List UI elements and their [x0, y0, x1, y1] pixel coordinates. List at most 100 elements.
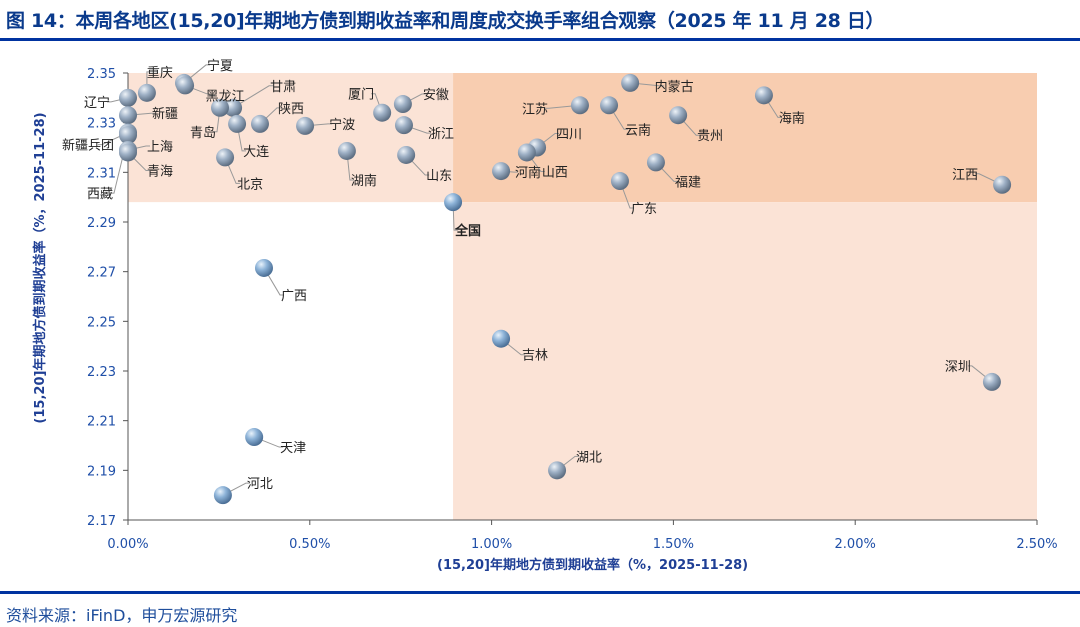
- point-label: 内蒙古: [655, 79, 694, 95]
- leader-line: [236, 123, 247, 152]
- point-label: 厦门: [348, 88, 374, 103]
- data-point: [210, 98, 229, 117]
- data-point: [337, 141, 356, 160]
- data-point: [245, 428, 264, 447]
- point-label: 甘肃: [270, 80, 296, 95]
- point-label: 福建: [675, 175, 701, 190]
- y-tick-label: 2.19: [87, 464, 116, 479]
- point-label: 全国: [454, 223, 481, 239]
- data-point: [213, 486, 232, 505]
- data-point: [754, 86, 773, 105]
- point-label: 西藏: [87, 187, 113, 202]
- data-point: [621, 73, 640, 92]
- y-tick-label: 2.27: [87, 266, 116, 281]
- x-tick-label: 2.50%: [1016, 537, 1057, 552]
- data-point: [669, 106, 688, 125]
- data-point: [394, 116, 413, 135]
- x-tick-label: 0.50%: [289, 537, 330, 552]
- point-label: 浙江: [428, 127, 454, 142]
- leader-line: [544, 104, 581, 109]
- y-tick-label: 2.17: [87, 514, 116, 529]
- data-point: [570, 96, 589, 115]
- y-axis-label: (15,20]年期地方债到期收益率（%，2025-11-28): [32, 112, 48, 423]
- leader-line: [452, 202, 459, 231]
- point-label: 江苏: [522, 101, 548, 117]
- point-label: 贵州: [697, 129, 723, 144]
- data-point: [119, 106, 137, 125]
- x-axis-label: (15,20]年期地方债到期收益率（%，2025-11-28): [437, 557, 748, 573]
- leader-line: [263, 267, 284, 296]
- data-point: [393, 95, 412, 114]
- leader-line: [232, 85, 274, 109]
- point-label: 山西: [542, 165, 568, 180]
- data-point: [216, 148, 235, 167]
- point-label: 湖北: [576, 450, 602, 465]
- x-tick-label: 0.00%: [107, 537, 148, 552]
- data-point: [646, 153, 665, 172]
- y-tick-label: 2.31: [87, 166, 116, 181]
- point-label: 山东: [426, 169, 452, 184]
- data-point: [444, 193, 463, 212]
- leader-line: [184, 84, 216, 96]
- point-label: 深圳: [945, 360, 971, 375]
- data-point: [492, 162, 511, 181]
- point-label: 吉林: [522, 349, 548, 364]
- leader-line: [630, 82, 665, 87]
- point-label: 广西: [281, 289, 307, 304]
- y-tick-label: 2.29: [87, 216, 116, 231]
- quadrant-top-left: [128, 73, 454, 203]
- y-tick-label: 2.35: [87, 67, 116, 82]
- data-point: [250, 114, 269, 133]
- point-label: 青海: [147, 164, 173, 179]
- data-point: [982, 372, 1001, 391]
- data-point: [119, 126, 137, 145]
- figure-title: 图 14：本周各地区(15,20]年期地方债到期收益率和周度成交换手率组合观察（…: [6, 10, 885, 32]
- y-tick-label: 2.21: [87, 415, 116, 430]
- top-divider: [0, 38, 1080, 41]
- data-point: [600, 96, 619, 115]
- y-tick-label: 2.33: [87, 117, 116, 132]
- point-label: 北京: [237, 177, 263, 192]
- leader-line: [224, 157, 241, 184]
- point-label: 大连: [243, 144, 269, 160]
- data-point: [517, 143, 536, 162]
- point-label: 广东: [631, 202, 657, 217]
- point-label: 四川: [556, 128, 582, 143]
- data-point: [224, 98, 243, 117]
- data-point: [373, 103, 392, 122]
- x-tick-label: 1.00%: [471, 537, 512, 552]
- point-label: 辽宁: [84, 95, 110, 111]
- point-label: 河南: [515, 165, 541, 181]
- data-point: [137, 83, 156, 102]
- y-tick-label: 2.25: [87, 315, 116, 330]
- leader-line: [608, 105, 629, 130]
- point-label: 安徽: [423, 88, 449, 103]
- point-label: 湖南: [351, 173, 377, 189]
- leader-line: [619, 180, 634, 209]
- data-point: [228, 114, 247, 133]
- point-label: 黑龙江: [206, 89, 245, 104]
- leader-line: [405, 154, 430, 176]
- quadrant-top-right: [453, 73, 1037, 203]
- leader-line: [346, 150, 354, 181]
- data-point: [492, 329, 511, 348]
- data-point: [119, 88, 137, 107]
- point-label: 青岛: [190, 125, 216, 141]
- data-point: [548, 461, 567, 480]
- data-point: [176, 76, 195, 95]
- x-tick-label: 1.50%: [653, 537, 694, 552]
- data-point: [610, 172, 629, 191]
- point-label: 重庆: [147, 65, 173, 81]
- point-label: 海南: [779, 110, 805, 126]
- data-point: [993, 175, 1012, 194]
- data-point: [397, 145, 416, 164]
- point-label: 宁夏: [207, 58, 233, 74]
- point-label: 新疆兵团: [62, 138, 114, 154]
- data-point: [119, 143, 137, 162]
- x-tick-label: 2.00%: [835, 537, 876, 552]
- data-point: [296, 116, 315, 135]
- point-label: 河北: [247, 477, 273, 492]
- point-label: 天津: [280, 441, 306, 456]
